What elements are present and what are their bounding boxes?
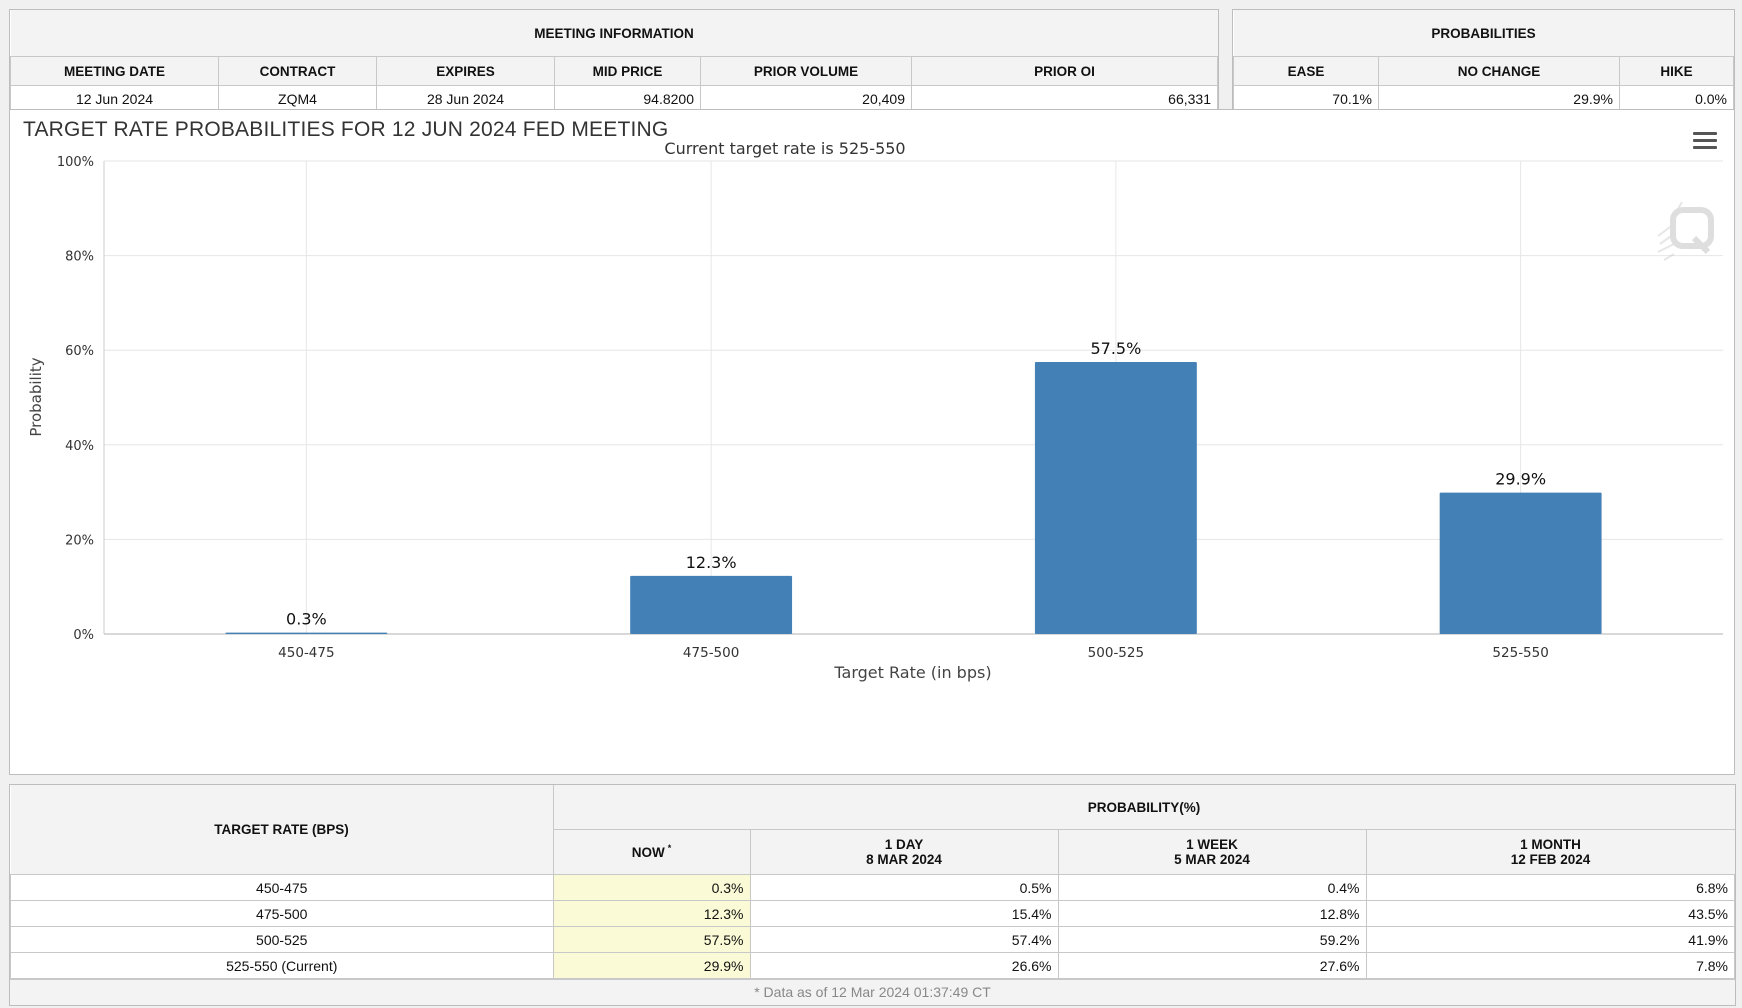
header-ease: EASE: [1233, 56, 1379, 86]
data-label: 29.9%: [1495, 470, 1546, 489]
x-tick-label: 475-500: [683, 645, 739, 661]
header-meeting-date: MEETING DATE: [10, 56, 219, 86]
probabilities-panel: PROBABILITIES EASE NO CHANGE HIKE 70.1% …: [1232, 9, 1735, 113]
header-expires: EXPIRES: [376, 56, 555, 86]
header-1-day-date: 8 MAR 2024: [866, 852, 942, 867]
header-hike: HIKE: [1619, 56, 1734, 86]
header-1-day-label: 1 DAY: [884, 837, 924, 852]
prior-volume-value: 20,409: [700, 85, 912, 112]
row-1-month: 41.9%: [1365, 926, 1735, 953]
table-row: 475-500 12.3% 15.4% 12.8% 43.5%: [10, 900, 1735, 927]
bar-chart: 0% 20% 40% 60% 80% 100% 0.3% 450-475 12.3% 475-50…: [27, 139, 1723, 682]
data-label: 57.5%: [1090, 339, 1141, 358]
bar-500-525: [1034, 362, 1197, 634]
row-now: 0.3%: [552, 874, 751, 901]
y-axis-title: Probability: [27, 357, 45, 436]
row-1-week: 59.2%: [1057, 926, 1367, 953]
ease-value: 70.1%: [1233, 85, 1379, 112]
row-now: 57.5%: [552, 926, 751, 953]
y-tick-label: 40%: [65, 439, 94, 454]
row-1-week: 12.8%: [1057, 900, 1367, 927]
bar-525-550: [1439, 492, 1602, 634]
header-prior-oi: PRIOR OI: [911, 56, 1218, 86]
hamburger-menu-icon[interactable]: [1693, 132, 1717, 152]
header-1-month-label: 1 MONTH: [1520, 837, 1581, 852]
probability-history-panel: TARGET RATE (BPS) PROBABILITY(%) NOW * 1 …: [9, 784, 1736, 1006]
row-1-month: 43.5%: [1365, 900, 1735, 927]
header-1-week-label: 1 WEEK: [1186, 837, 1238, 852]
row-now: 29.9%: [552, 952, 751, 979]
header-now-label: NOW: [631, 844, 665, 860]
contract-value: ZQM4: [218, 85, 377, 112]
bar-475-500: [630, 575, 793, 634]
row-1-week: 27.6%: [1057, 952, 1367, 979]
header-1-month: 1 MONTH 12 FEB 2024: [1365, 829, 1735, 875]
row-1-month: 7.8%: [1365, 952, 1735, 979]
y-tick-label: 60%: [65, 344, 94, 359]
table-row: 500-525 57.5% 57.4% 59.2% 41.9%: [10, 926, 1735, 953]
header-mid-price: MID PRICE: [554, 56, 701, 86]
header-1-week-date: 5 MAR 2024: [1174, 852, 1250, 867]
header-probability-group: PROBABILITY(%): [552, 785, 1735, 830]
data-timestamp-footnote: * Data as of 12 Mar 2024 01:37:49 CT: [10, 979, 1735, 1005]
row-rate: 525-550 (Current): [10, 952, 554, 979]
prior-oi-value: 66,331: [911, 85, 1218, 112]
meeting-information-table: MEETING INFORMATION MEETING DATE CONTRAC…: [10, 10, 1218, 112]
y-tick-label: 0%: [73, 628, 94, 643]
bar-450-475: [225, 632, 388, 634]
row-1-day: 0.5%: [749, 874, 1059, 901]
header-prior-volume: PRIOR VOLUME: [700, 56, 912, 86]
header-1-month-date: 12 FEB 2024: [1510, 852, 1591, 867]
chart-title: TARGET RATE PROBABILITIES FOR 12 JUN 202…: [23, 118, 669, 141]
header-target-rate: TARGET RATE (BPS): [10, 785, 554, 875]
row-rate: 475-500: [10, 900, 554, 927]
chart-panel: 0% 20% 40% 60% 80% 100% 0.3% 450-475 12.3% 475-50…: [9, 109, 1735, 775]
data-label: 12.3%: [686, 553, 737, 572]
row-1-day: 15.4%: [749, 900, 1059, 927]
meeting-date-value: 12 Jun 2024: [10, 85, 219, 112]
row-1-week: 0.4%: [1057, 874, 1367, 901]
x-tick-label: 525-550: [1492, 645, 1548, 661]
mid-price-value: 94.8200: [554, 85, 701, 112]
hike-value: 0.0%: [1619, 85, 1734, 112]
header-1-day: 1 DAY 8 MAR 2024: [749, 829, 1059, 875]
expires-value: 28 Jun 2024: [376, 85, 555, 112]
row-rate: 500-525: [10, 926, 554, 953]
header-now: NOW *: [552, 829, 751, 875]
probabilities-title: PROBABILITIES: [1233, 10, 1734, 57]
y-tick-label: 100%: [57, 155, 94, 170]
row-rate: 450-475: [10, 874, 554, 901]
row-1-day: 26.6%: [749, 952, 1059, 979]
y-tick-label: 80%: [65, 250, 94, 265]
x-axis-title: Target Rate (in bps): [833, 663, 991, 682]
data-label: 0.3%: [286, 610, 327, 629]
x-tick-label: 450-475: [278, 645, 334, 661]
row-1-month: 6.8%: [1365, 874, 1735, 901]
no-change-value: 29.9%: [1378, 85, 1620, 112]
chart-subtitle: Current target rate is 525-550: [664, 139, 905, 158]
y-tick-label: 20%: [65, 533, 94, 548]
probability-history-table: TARGET RATE (BPS) PROBABILITY(%) NOW * 1 …: [10, 785, 1735, 979]
header-no-change: NO CHANGE: [1378, 56, 1620, 86]
row-now: 12.3%: [552, 900, 751, 927]
meeting-information-title: MEETING INFORMATION: [10, 10, 1218, 57]
table-row: 450-475 0.3% 0.5% 0.4% 6.8%: [10, 874, 1735, 901]
q-watermark-icon: [1657, 201, 1714, 261]
now-footnote-marker: *: [667, 842, 672, 853]
x-tick-label: 500-525: [1088, 645, 1144, 661]
header-1-week: 1 WEEK 5 MAR 2024: [1057, 829, 1367, 875]
table-row: 525-550 (Current) 29.9% 26.6% 27.6% 7.8%: [10, 952, 1735, 979]
header-contract: CONTRACT: [218, 56, 377, 86]
probabilities-table: PROBABILITIES EASE NO CHANGE HIKE 70.1% …: [1233, 10, 1734, 112]
row-1-day: 57.4%: [749, 926, 1059, 953]
meeting-information-panel: MEETING INFORMATION MEETING DATE CONTRAC…: [9, 9, 1219, 113]
